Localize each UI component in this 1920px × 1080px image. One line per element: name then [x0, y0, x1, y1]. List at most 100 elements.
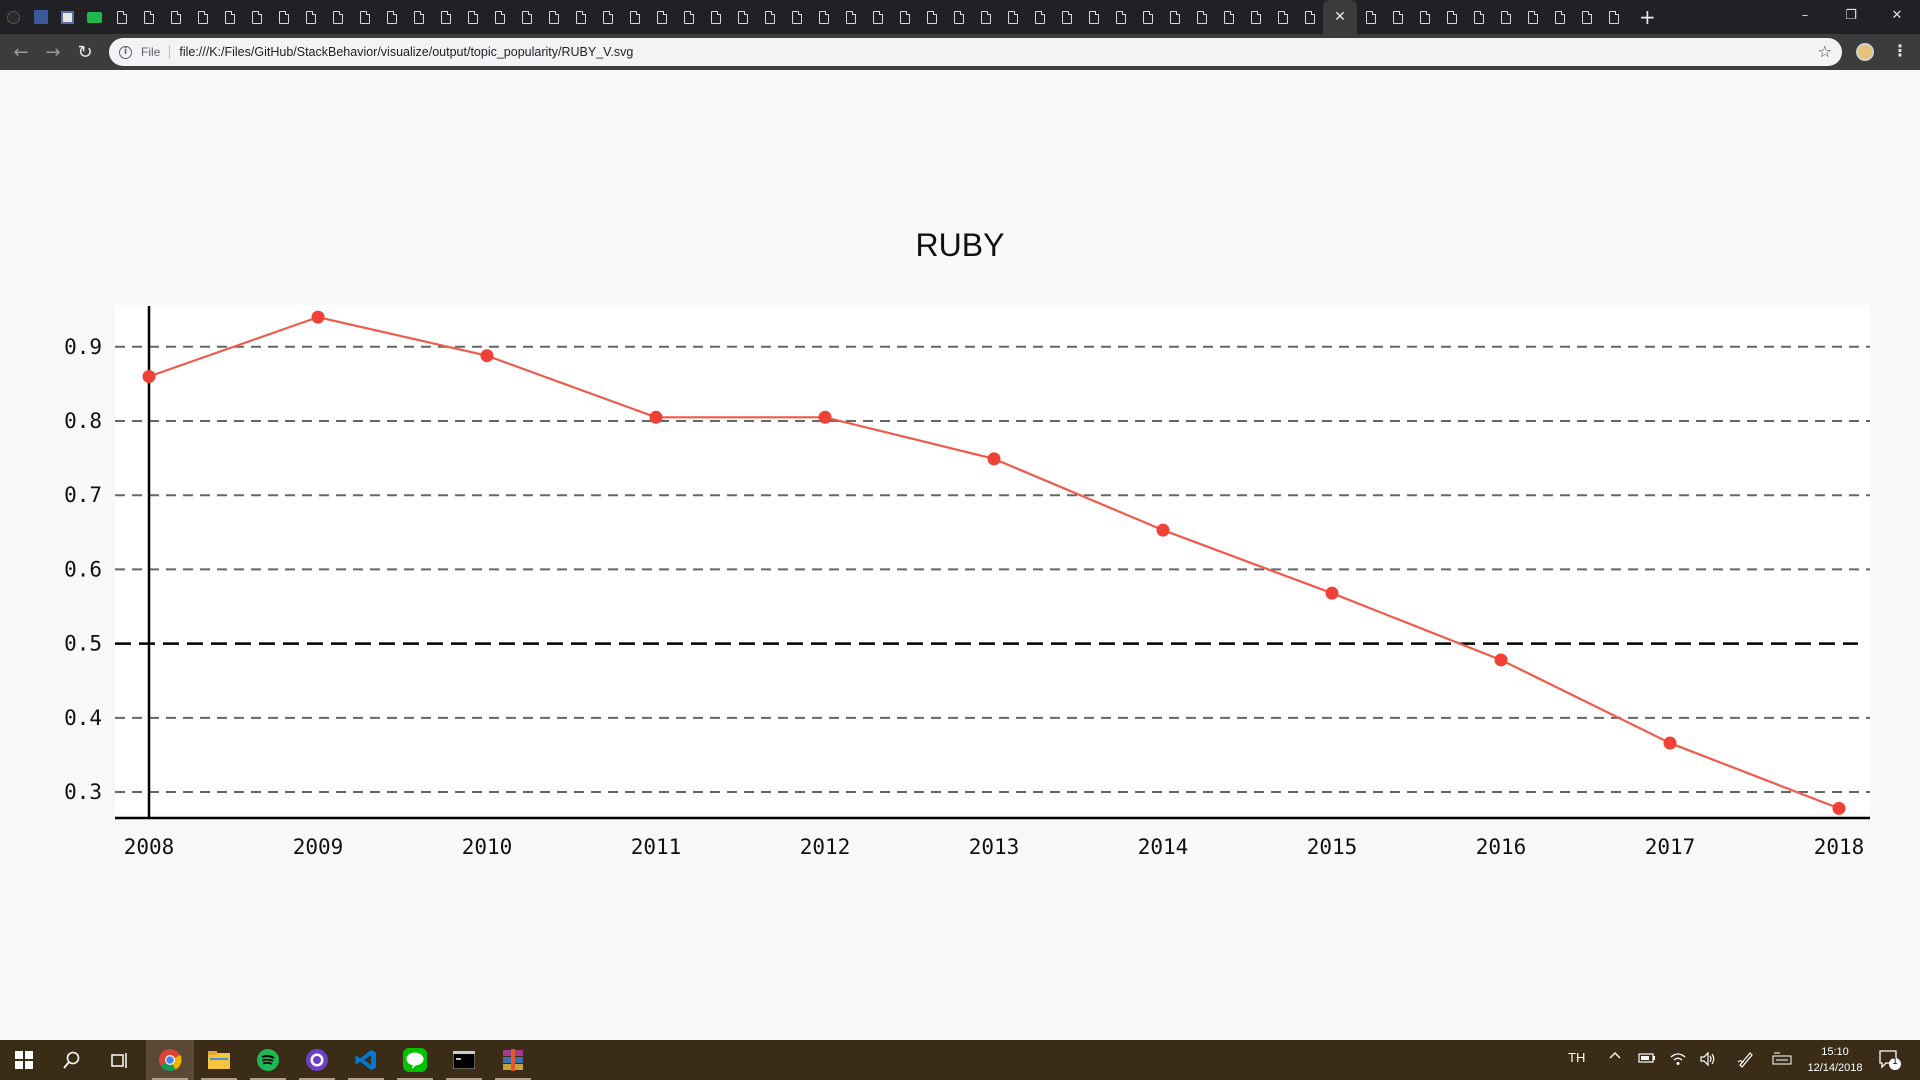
- maximize-button[interactable]: ❐: [1845, 7, 1857, 23]
- browser-tab[interactable]: [1600, 0, 1627, 34]
- browser-tab[interactable]: [1161, 0, 1188, 34]
- browser-tab[interactable]: [108, 0, 135, 34]
- browser-tab[interactable]: [432, 0, 459, 34]
- browser-tab[interactable]: [270, 0, 297, 34]
- browser-tab[interactable]: [1492, 0, 1519, 34]
- taskbar-github-desktop[interactable]: [293, 1040, 341, 1080]
- close-tab-icon[interactable]: ✕: [1334, 9, 1346, 25]
- forward-button[interactable]: →: [45, 41, 61, 63]
- taskbar-vscode[interactable]: [342, 1040, 390, 1080]
- browser-tab[interactable]: [864, 0, 891, 34]
- browser-tab[interactable]: [918, 0, 945, 34]
- profile-avatar[interactable]: [1856, 43, 1874, 61]
- browser-tab[interactable]: [594, 0, 621, 34]
- browser-tab[interactable]: [1188, 0, 1215, 34]
- minimize-button[interactable]: –: [1801, 7, 1809, 23]
- browser-tab[interactable]: [783, 0, 810, 34]
- browser-tab[interactable]: [1465, 0, 1492, 34]
- browser-tab[interactable]: [27, 0, 54, 34]
- taskbar-winrar[interactable]: [489, 1040, 537, 1080]
- pen-icon: [1737, 1052, 1753, 1068]
- browser-tab[interactable]: ✕: [1323, 0, 1357, 34]
- browser-tab[interactable]: [513, 0, 540, 34]
- search-button[interactable]: [48, 1040, 96, 1080]
- browser-tab[interactable]: [891, 0, 918, 34]
- reload-button[interactable]: ↻: [77, 41, 93, 63]
- x-axis-ticks: 2008 2009 2010 2011 2012 2013 2014 2015 2016 2017…: [124, 835, 1865, 859]
- close-window-button[interactable]: ✕: [1891, 7, 1903, 23]
- browser-tab[interactable]: [621, 0, 648, 34]
- battery-indicator[interactable]: [1638, 1052, 1656, 1067]
- show-hidden-icons[interactable]: [1608, 1048, 1622, 1065]
- browser-tab[interactable]: [1357, 0, 1384, 34]
- browser-tab[interactable]: [1546, 0, 1573, 34]
- browser-tab[interactable]: [729, 0, 756, 34]
- browser-tab[interactable]: [216, 0, 243, 34]
- pen-workspace-button[interactable]: [1737, 1050, 1755, 1071]
- browser-tab[interactable]: [1384, 0, 1411, 34]
- browser-tab[interactable]: [999, 0, 1026, 34]
- browser-tab[interactable]: [945, 0, 972, 34]
- browser-tab[interactable]: [1573, 0, 1600, 34]
- browser-tab[interactable]: [567, 0, 594, 34]
- address-bar[interactable]: i File file:///K:/Files/GitHub/StackBeha…: [109, 38, 1842, 66]
- browser-tab[interactable]: [162, 0, 189, 34]
- browser-tab[interactable]: [1411, 0, 1438, 34]
- browser-tab[interactable]: [675, 0, 702, 34]
- bookmark-star-icon[interactable]: ☆: [1817, 42, 1832, 61]
- browser-tab[interactable]: [1026, 0, 1053, 34]
- browser-menu-button[interactable]: ⋮: [1892, 41, 1908, 60]
- browser-tab[interactable]: [540, 0, 567, 34]
- keyboard-input-icon: [1772, 1052, 1792, 1065]
- browser-tab[interactable]: [837, 0, 864, 34]
- info-icon[interactable]: i: [119, 45, 132, 59]
- back-button[interactable]: ←: [13, 41, 29, 63]
- taskbar-terminal[interactable]: [440, 1040, 488, 1080]
- browser-tab[interactable]: [1296, 0, 1323, 34]
- browser-tab[interactable]: [54, 0, 81, 34]
- browser-tab[interactable]: [1134, 0, 1161, 34]
- network-indicator[interactable]: [1669, 1051, 1687, 1070]
- document-favicon-icon: [764, 10, 775, 24]
- taskbar-line[interactable]: [391, 1040, 439, 1080]
- clock[interactable]: 15:10 12/14/2018: [1800, 1044, 1870, 1076]
- browser-tab[interactable]: [189, 0, 216, 34]
- browser-tab[interactable]: [1438, 0, 1465, 34]
- input-method-indicator[interactable]: [1772, 1050, 1792, 1071]
- volume-indicator[interactable]: [1699, 1051, 1717, 1070]
- url-text[interactable]: file:///K:/Files/GitHub/StackBehavior/vi…: [179, 45, 634, 59]
- browser-tab[interactable]: [756, 0, 783, 34]
- language-indicator[interactable]: TH: [1568, 1050, 1586, 1065]
- browser-tab[interactable]: [459, 0, 486, 34]
- browser-tab[interactable]: [135, 0, 162, 34]
- taskbar-chrome[interactable]: [146, 1040, 194, 1080]
- taskbar-file-explorer[interactable]: [195, 1040, 243, 1080]
- browser-tab[interactable]: [1053, 0, 1080, 34]
- browser-tab[interactable]: [1269, 0, 1296, 34]
- action-center-button[interactable]: 1: [1878, 1049, 1902, 1074]
- browser-tab[interactable]: [810, 0, 837, 34]
- browser-tab[interactable]: [1107, 0, 1134, 34]
- browser-tab[interactable]: [81, 0, 108, 34]
- taskbar-spotify[interactable]: [244, 1040, 292, 1080]
- new-tab-button[interactable]: +: [1639, 5, 1656, 29]
- start-button[interactable]: [0, 1040, 48, 1080]
- browser-tab[interactable]: [351, 0, 378, 34]
- browser-tab[interactable]: [405, 0, 432, 34]
- browser-tab[interactable]: [243, 0, 270, 34]
- browser-tab[interactable]: [1519, 0, 1546, 34]
- app-favicon-icon: [87, 11, 102, 23]
- scheme-chip[interactable]: File: [141, 45, 171, 59]
- browser-tab[interactable]: [324, 0, 351, 34]
- browser-tab[interactable]: [972, 0, 999, 34]
- browser-tab[interactable]: [1215, 0, 1242, 34]
- browser-tab[interactable]: [702, 0, 729, 34]
- task-view-button[interactable]: [96, 1040, 144, 1080]
- browser-tab[interactable]: [0, 0, 27, 34]
- browser-tab[interactable]: [1242, 0, 1269, 34]
- browser-tab[interactable]: [378, 0, 405, 34]
- browser-tab[interactable]: [1080, 0, 1107, 34]
- browser-tab[interactable]: [297, 0, 324, 34]
- browser-tab[interactable]: [648, 0, 675, 34]
- browser-tab[interactable]: [486, 0, 513, 34]
